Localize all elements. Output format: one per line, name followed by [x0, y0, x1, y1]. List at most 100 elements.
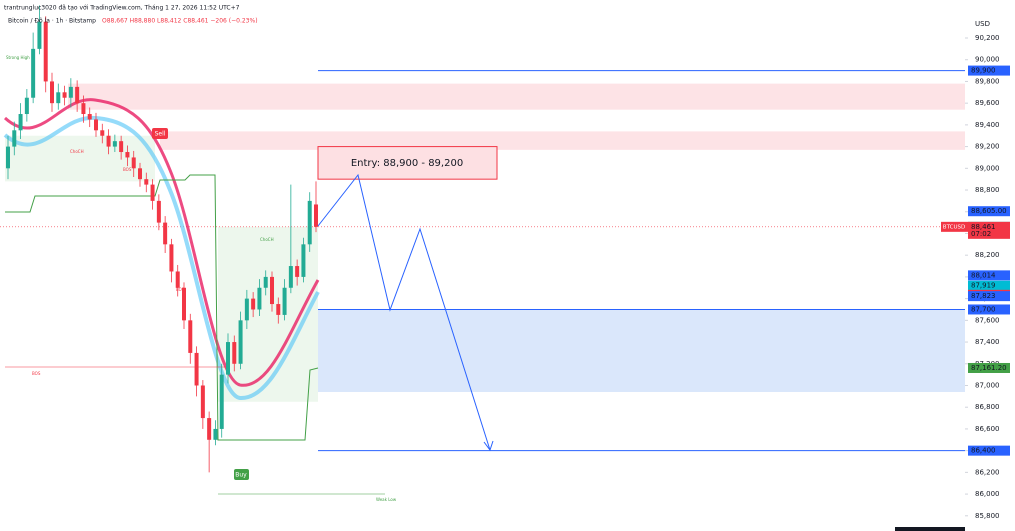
candle-body [232, 342, 237, 364]
candle-body [295, 266, 300, 277]
last-price-label: 88,461 [971, 223, 996, 231]
candle-body [75, 86, 80, 104]
sell-label: Sell [155, 131, 166, 138]
candle-body [307, 200, 312, 245]
price-tag-label: 87,700 [971, 305, 996, 313]
price-tag-label: 88,014 [971, 271, 996, 279]
structure-label: Weak Low [376, 497, 397, 502]
candle-body [106, 135, 111, 147]
zone [68, 83, 965, 110]
ohlc-legend: O88,667 H88,880 L88,412 C88,461 −206 (−0… [102, 18, 258, 25]
price-tag-label: 89,900 [971, 67, 996, 75]
y-tick-label: 86,000 [975, 490, 1000, 498]
candle-body [138, 168, 142, 180]
candle-body [251, 298, 256, 310]
price-tag-label: 87,919 [971, 282, 996, 290]
y-tick-label: 87,600 [975, 316, 1000, 324]
symbol-tag [941, 221, 968, 232]
y-tick-label: 88,800 [975, 186, 1000, 194]
price-tag [968, 270, 1010, 281]
y-tick-label: 89,400 [975, 121, 1000, 129]
candle-body [301, 244, 306, 277]
sell-badge [152, 128, 168, 139]
candle-body [270, 276, 274, 305]
candle-body [6, 146, 10, 169]
candle-body [119, 141, 124, 153]
candle-body [207, 418, 212, 440]
candle-body [288, 266, 293, 288]
candle-body [200, 385, 205, 419]
candle-body [282, 287, 287, 315]
candle-body [56, 92, 61, 104]
candle-body [68, 86, 73, 98]
price-tag-label: 86,400 [971, 447, 996, 455]
price-tag-label: 87,161.20 [971, 364, 1007, 372]
price-tag [968, 280, 1010, 291]
projection-arrow [317, 173, 491, 451]
y-tick-label: 89,600 [975, 99, 1000, 107]
y-tick-label: 86,200 [975, 468, 1000, 476]
candle-body [163, 222, 168, 245]
structure-label: BOS [32, 371, 41, 376]
price-tag-label: 88,605.00 [971, 207, 1007, 215]
candle-body [238, 320, 243, 364]
y-tick-label: 89,000 [975, 164, 1000, 172]
candle-body [112, 141, 117, 147]
y-tick-label: 88,200 [975, 251, 1000, 259]
trailing-stop [5, 174, 319, 441]
candle-body [24, 97, 29, 115]
candle-body [219, 374, 224, 429]
buy-badge [234, 469, 249, 480]
price-tag-label: 87,823 [971, 292, 996, 300]
candle-body [43, 21, 48, 82]
candle-body [213, 428, 218, 440]
y-tick-label: 89,800 [975, 77, 1000, 85]
structure-label: BOS [123, 167, 132, 172]
candle-body [94, 119, 98, 131]
candle-body [37, 21, 42, 49]
arrow-head [483, 440, 494, 452]
price-tag [968, 304, 1010, 315]
candle-body [182, 287, 186, 321]
ema-ribbon-lower [3, 115, 320, 401]
entry-box [317, 146, 498, 180]
candle-body [194, 352, 199, 386]
structure-label: BOS [176, 287, 185, 292]
symbol-title: Bitcoin / Đô la · 1h · Bitstamp [8, 18, 96, 25]
structure-label: ChoCH [260, 237, 274, 242]
structure-label: ChoCH [70, 149, 84, 154]
y-tick-label: 89,200 [975, 143, 1000, 151]
price-axis-bg [965, 0, 1015, 531]
candle-body [12, 130, 17, 147]
candle-body [244, 298, 249, 321]
price-tag [968, 65, 1010, 76]
candle-body [144, 179, 149, 185]
candle-body [175, 271, 180, 288]
last-price-tag [968, 221, 1010, 239]
price-tag [968, 291, 1010, 302]
price-tag [968, 206, 1010, 217]
y-tick-label: 86,800 [975, 403, 1000, 411]
zone [318, 309, 965, 393]
candle-body [18, 114, 23, 131]
header: trantrungluc3020 đã tạo với TradingView.… [4, 5, 240, 12]
candle-body [131, 157, 136, 169]
symbol-label: BTCUSD [943, 224, 965, 230]
candle-body [31, 48, 36, 98]
candles [6, 5, 318, 473]
candle-body [87, 114, 92, 120]
candle-body [125, 152, 130, 158]
candle-body [188, 320, 193, 353]
price-tag [968, 445, 1010, 456]
price-axis: 85,800 86,000 86,200 86,400 86,600 86,800 87,0… [941, 34, 1010, 520]
candle-body [156, 200, 161, 223]
y-tick-label: 90,200 [975, 34, 1000, 42]
y-tick-label: 87,000 [975, 381, 1000, 389]
y-tick-label: 85,800 [975, 512, 1000, 520]
candle-body [169, 244, 174, 272]
candle-body [50, 81, 54, 104]
y-tick-label: 90,000 [975, 56, 1000, 64]
axis-unit: USD [975, 20, 990, 28]
